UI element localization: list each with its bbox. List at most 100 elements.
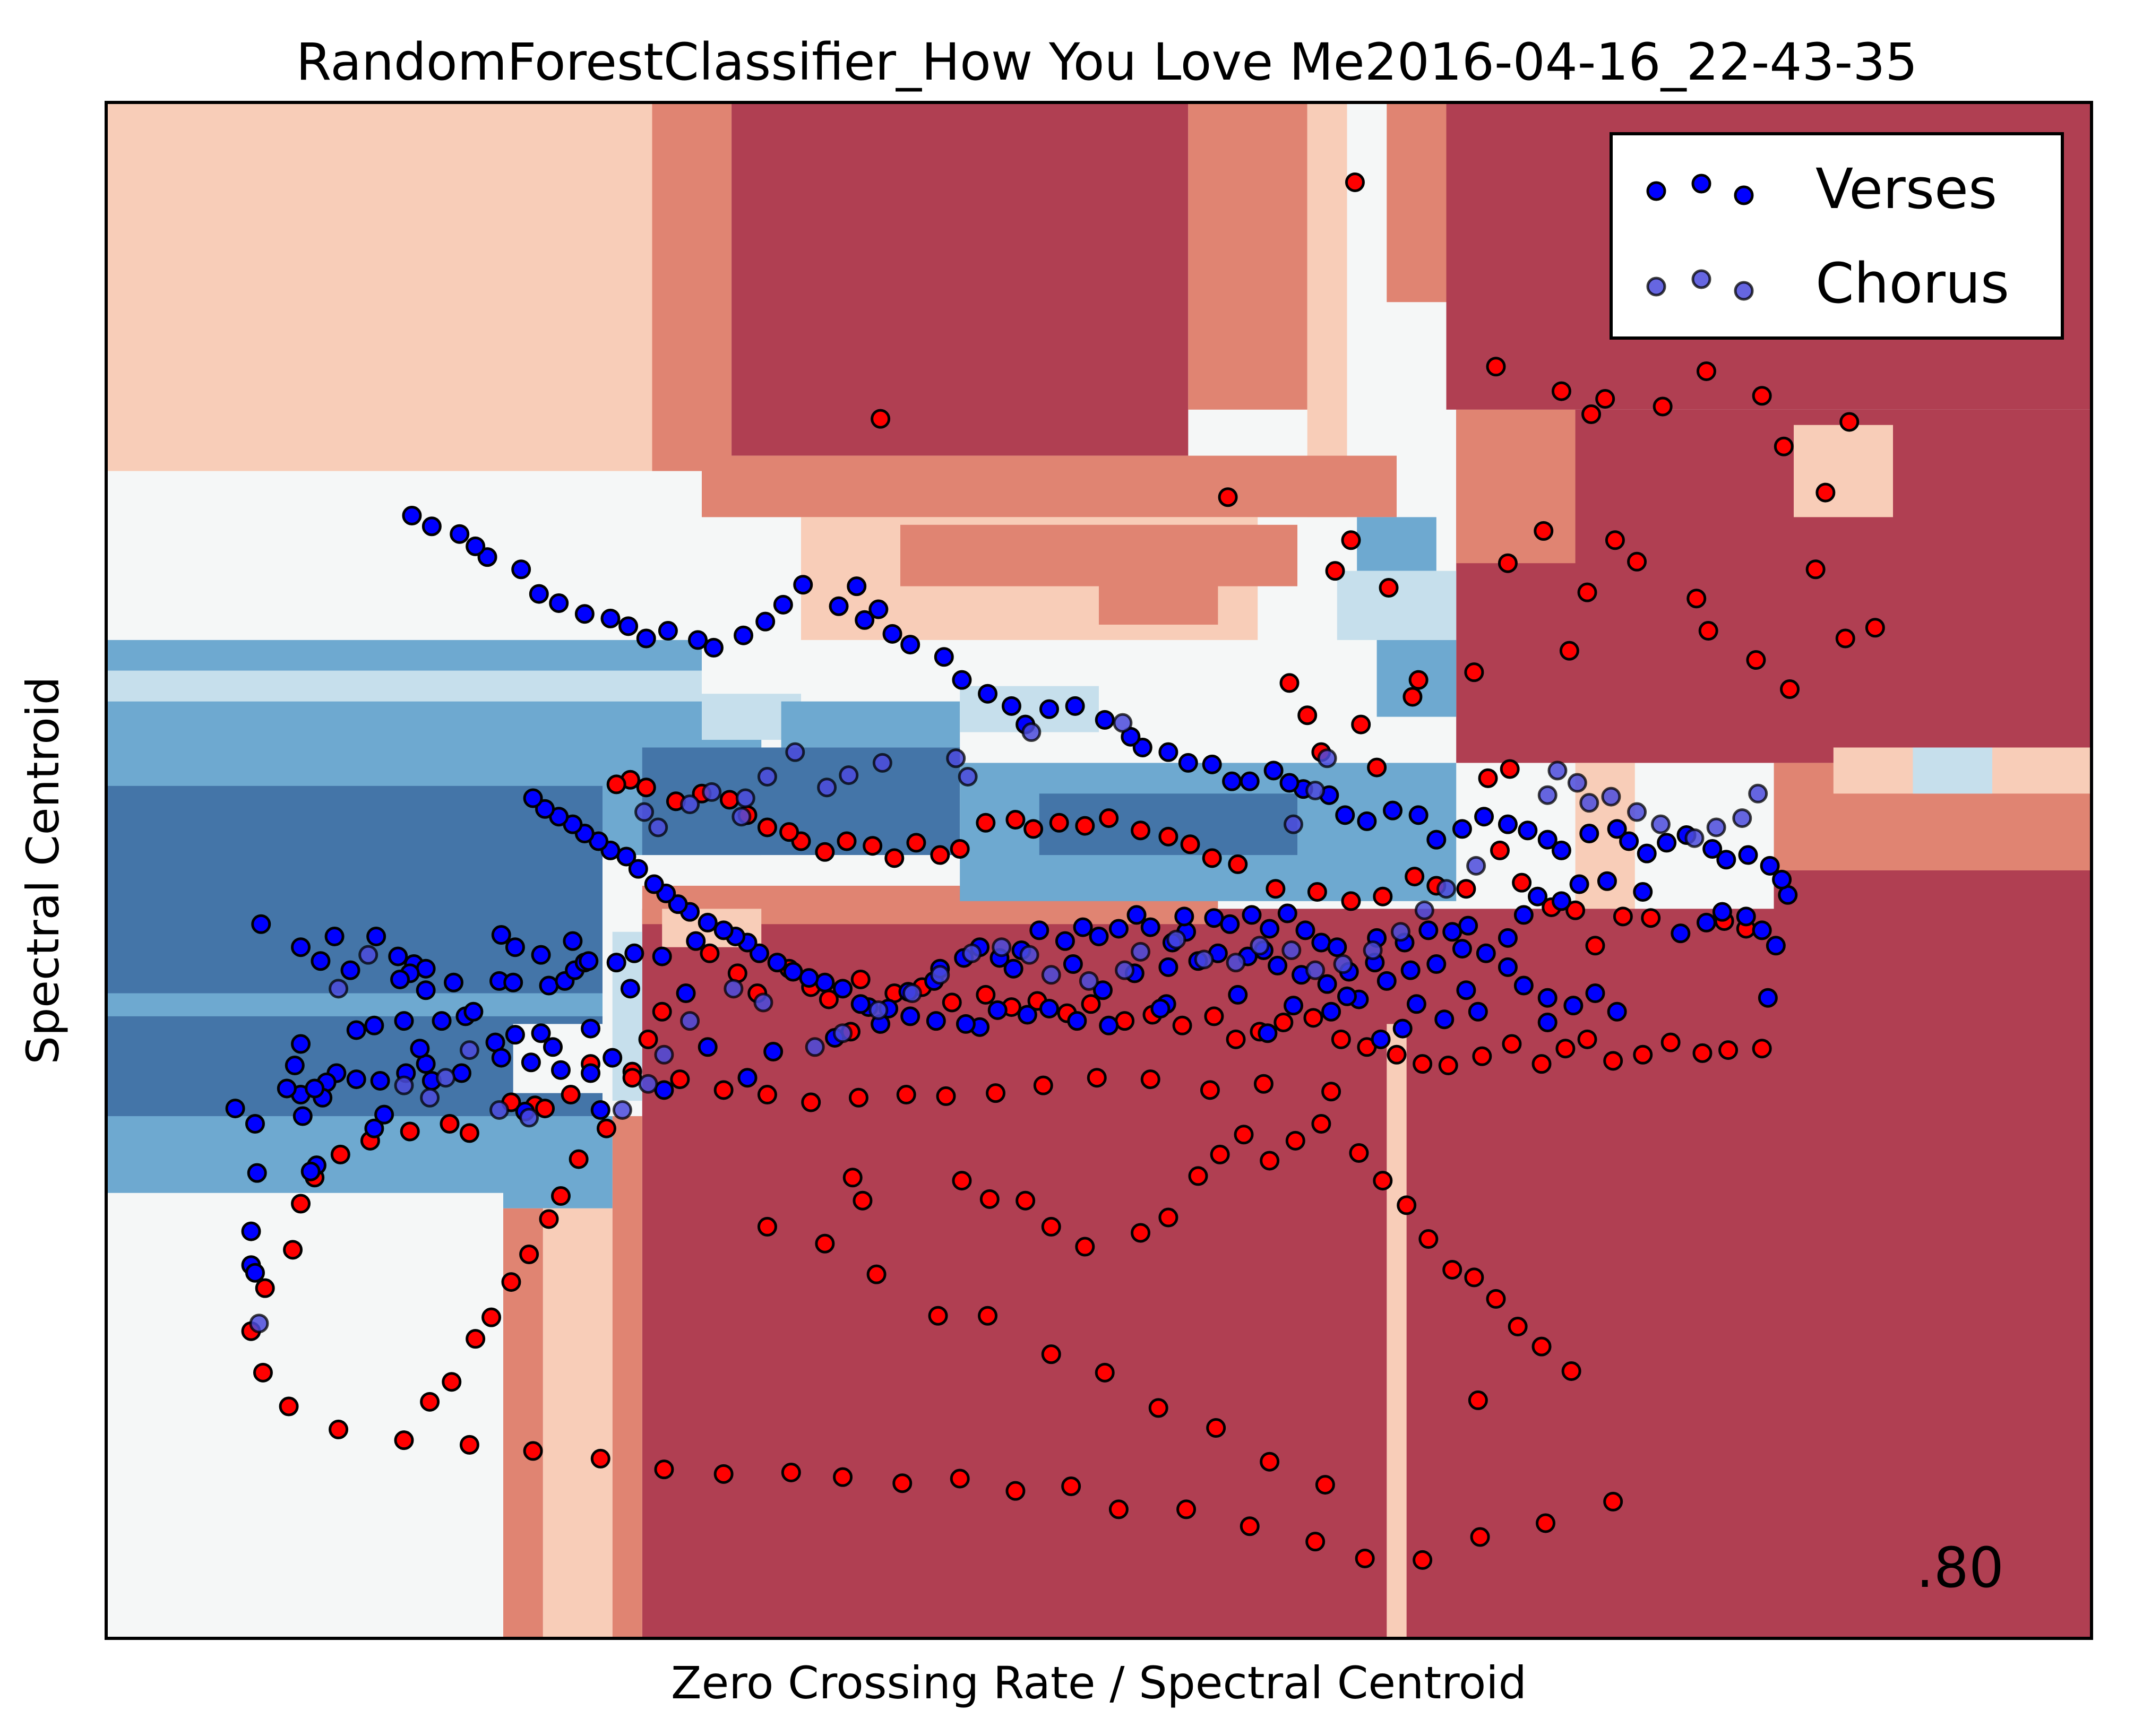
data-point-verses	[1657, 833, 1677, 853]
data-point-chorus	[1436, 879, 1456, 899]
data-point-unlabeled	[1456, 879, 1476, 899]
data-point-verses	[1311, 932, 1331, 953]
data-point-verses	[1242, 905, 1262, 925]
data-point-chorus	[612, 1100, 632, 1120]
data-point-verses	[311, 951, 331, 971]
data-point-unlabeled	[1049, 813, 1069, 833]
data-point-unlabeled	[1345, 172, 1365, 192]
data-point-chorus	[1194, 949, 1214, 970]
data-point-unlabeled	[329, 1419, 349, 1439]
data-point-unlabeled	[1307, 882, 1327, 902]
data-point-verses	[1174, 906, 1194, 927]
data-point-unlabeled	[1373, 1171, 1393, 1191]
data-point-verses	[850, 994, 871, 1014]
decision-region	[702, 455, 1397, 517]
data-point-chorus	[946, 748, 966, 768]
data-point-unlabeled	[1311, 1114, 1331, 1134]
data-point-unlabeled	[1285, 1130, 1305, 1151]
data-point-unlabeled	[1234, 1125, 1254, 1145]
data-point-unlabeled	[1413, 1054, 1433, 1074]
data-point-unlabeled	[757, 817, 777, 837]
data-point-unlabeled	[1752, 386, 1772, 406]
data-point-unlabeled	[1815, 482, 1836, 503]
data-point-unlabeled	[1660, 1032, 1681, 1052]
data-point-unlabeled	[1379, 578, 1399, 598]
data-point-verses	[432, 1011, 452, 1031]
data-point-unlabeled	[561, 1085, 581, 1105]
data-point-verses	[245, 1114, 265, 1134]
data-point-unlabeled	[1696, 361, 1716, 381]
data-point-verses	[531, 1023, 551, 1043]
data-point-unlabeled	[1218, 487, 1238, 507]
data-point-verses	[590, 1100, 610, 1120]
data-point-verses	[1178, 753, 1198, 773]
decision-region	[1387, 1024, 1407, 1638]
data-point-unlabeled	[713, 1080, 734, 1100]
data-point-unlabeled	[837, 831, 857, 851]
data-point-verses	[767, 953, 787, 973]
data-point-unlabeled	[590, 1448, 610, 1469]
data-point-verses	[793, 575, 813, 595]
data-point-verses	[644, 874, 664, 894]
data-point-chorus	[1390, 922, 1410, 942]
data-point-unlabeled	[1508, 1317, 1528, 1337]
data-point-chorus	[724, 979, 744, 999]
data-point-chorus	[1281, 940, 1302, 960]
data-point-unlabeled	[481, 1307, 502, 1327]
data-point-verses	[1569, 874, 1589, 894]
data-point-unlabeled	[1561, 1361, 1581, 1381]
data-point-unlabeled	[1397, 1195, 1417, 1215]
data-point-unlabeled	[1686, 589, 1707, 609]
data-point-verses	[247, 1163, 267, 1183]
data-point-unlabeled	[466, 1329, 486, 1349]
data-point-verses	[1476, 943, 1496, 963]
data-point-unlabeled	[896, 1085, 916, 1105]
data-point-unlabeled	[1202, 848, 1222, 868]
data-point-unlabeled	[291, 1194, 311, 1214]
data-point-verses	[535, 799, 555, 819]
data-point-verses	[1637, 843, 1657, 863]
data-point-unlabeled	[1405, 867, 1425, 887]
data-point-unlabeled	[1226, 1029, 1246, 1049]
data-point-unlabeled	[652, 1001, 672, 1022]
data-point-chorus	[1650, 814, 1671, 834]
data-point-chorus	[868, 1000, 889, 1020]
data-point-verses	[1284, 996, 1304, 1016]
data-point-verses	[1607, 1001, 1627, 1022]
data-point-chorus	[1547, 761, 1568, 781]
data-point-unlabeled	[330, 1144, 350, 1164]
data-point-chorus	[249, 1314, 269, 1334]
data-point-verses	[581, 1018, 601, 1039]
data-point-chorus	[1363, 940, 1383, 960]
data-point-unlabeled	[884, 848, 905, 868]
data-point-unlabeled	[892, 1473, 913, 1493]
data-point-chorus	[732, 807, 752, 827]
data-point-verses	[521, 1052, 541, 1073]
data-point-unlabeled	[1486, 1289, 1506, 1309]
data-point-unlabeled	[1303, 1008, 1323, 1028]
data-point-chorus	[817, 778, 837, 798]
data-point-chorus	[1567, 773, 1587, 793]
data-point-verses	[900, 635, 920, 655]
data-point-verses	[390, 969, 410, 989]
data-point-chorus	[1226, 953, 1246, 973]
data-point-unlabeled	[440, 1114, 460, 1134]
data-point-unlabeled	[757, 1216, 777, 1237]
legend-label-verses: Verses	[1815, 157, 1997, 221]
data-point-chorus	[1732, 808, 1752, 828]
data-point-verses	[1633, 882, 1653, 902]
data-point-verses	[734, 625, 754, 645]
data-point-unlabeled	[1321, 1082, 1341, 1102]
data-point-verses	[1513, 975, 1534, 996]
data-point-verses	[1528, 886, 1548, 906]
data-point-unlabeled	[523, 1441, 543, 1461]
data-point-verses	[1357, 811, 1377, 831]
data-point-unlabeled	[1555, 1039, 1576, 1059]
data-point-chorus	[1537, 785, 1558, 805]
data-point-verses	[686, 931, 706, 951]
data-point-verses	[1220, 914, 1240, 934]
data-point-verses	[374, 1104, 394, 1125]
data-point-chorus	[757, 766, 777, 787]
data-point-unlabeled	[1273, 1013, 1294, 1033]
